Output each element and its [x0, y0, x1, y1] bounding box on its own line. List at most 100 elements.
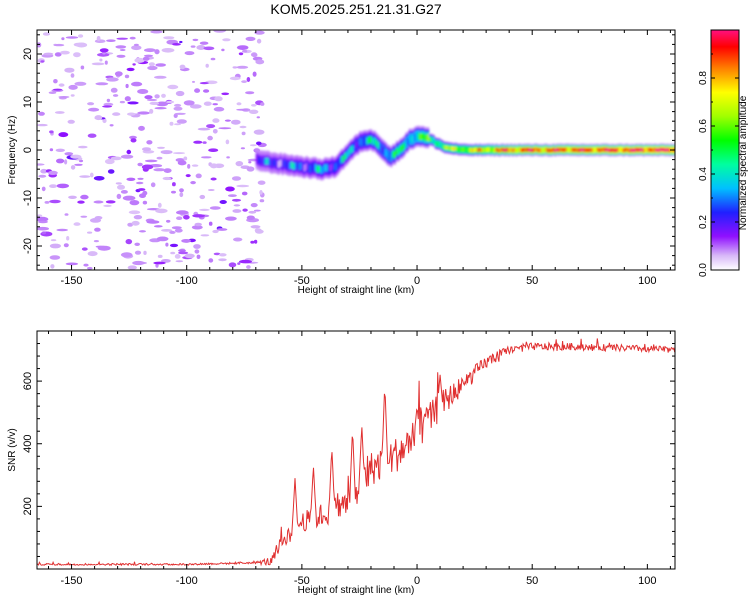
noise-speckle [128, 210, 141, 215]
ridge-cell [294, 162, 297, 170]
noise-speckle [78, 145, 88, 149]
ridge-cell [642, 148, 645, 153]
noise-speckle [213, 252, 221, 256]
ridge-cell [331, 163, 334, 170]
ridge-cell [266, 157, 269, 165]
noise-speckle [109, 124, 114, 127]
noise-speckle [81, 247, 88, 251]
ridge-cell [467, 148, 470, 153]
ridge-cell [270, 160, 273, 167]
noise-speckle [56, 158, 65, 164]
ridge-cell [441, 144, 444, 149]
x-tick-label: -50 [294, 275, 310, 287]
ridge-cell [384, 149, 387, 156]
noise-speckle [183, 215, 190, 220]
noise-speckle [250, 203, 258, 208]
noise-speckle [241, 131, 246, 136]
noise-speckle [122, 195, 136, 201]
noise-speckle [161, 48, 175, 53]
noise-speckle [175, 90, 185, 97]
ridge-cell [644, 147, 647, 152]
noise-speckle [259, 199, 265, 203]
noise-speckle [246, 215, 255, 221]
noise-speckle [169, 230, 176, 234]
noise-speckle [156, 101, 169, 107]
chart-title: KOM5.2025.251.21.31.G27 [270, 1, 441, 17]
noise-speckle [124, 74, 130, 79]
ridge-cell [552, 147, 555, 152]
noise-speckle [218, 258, 227, 262]
ridge-cell [311, 164, 314, 172]
noise-speckle [212, 229, 219, 234]
ridge-cell [510, 147, 513, 152]
noise-speckle [68, 84, 78, 90]
noise-speckle [184, 51, 195, 56]
noise-speckle [153, 261, 166, 265]
ridge-cell [346, 151, 349, 159]
ridge-cell [268, 158, 271, 166]
ridge-cell [486, 147, 489, 152]
noise-speckle [157, 202, 162, 208]
noise-speckle [174, 112, 186, 115]
ridge-cell [438, 142, 441, 146]
ridge-cell [539, 148, 542, 153]
noise-speckle [225, 139, 230, 145]
ridge-cell [491, 147, 494, 152]
noise-speckle [127, 101, 139, 105]
noise-speckle [231, 176, 242, 181]
noise-speckle [50, 239, 57, 242]
noise-speckle [246, 77, 251, 82]
noise-speckle [155, 208, 168, 214]
noise-speckle [73, 222, 81, 226]
noise-speckle [120, 190, 128, 194]
ridge-cell [373, 137, 376, 145]
ridge-cell [473, 148, 476, 153]
noise-speckle [131, 220, 140, 226]
noise-speckle [37, 123, 48, 127]
ridge-cell [434, 141, 437, 146]
noise-speckle [228, 262, 237, 268]
ridge-cell [298, 163, 301, 170]
noise-speckle [64, 213, 69, 216]
noise-speckle [172, 152, 186, 155]
colorbar-tick-label: 0.6 [698, 119, 709, 133]
ridge-cell [652, 148, 655, 153]
noise-speckle [166, 100, 175, 104]
ridge-cell [445, 145, 448, 150]
noise-speckle [106, 98, 111, 103]
noise-speckle [251, 53, 258, 58]
ridge-cell [362, 137, 365, 145]
ridge-cell [318, 165, 321, 173]
noise-speckle [132, 260, 145, 266]
noise-speckle [43, 52, 54, 56]
noise-speckle [179, 192, 184, 198]
noise-speckle [241, 191, 248, 196]
noise-speckle [97, 245, 111, 251]
noise-speckle [144, 95, 153, 100]
noise-speckle [257, 180, 266, 185]
ridge-cell [274, 159, 277, 167]
ridge-cell [602, 147, 605, 152]
noise-speckle [192, 80, 195, 83]
noise-speckle [161, 259, 171, 263]
noise-speckle [49, 148, 54, 152]
ridge-cell [569, 148, 572, 152]
noise-speckle [137, 188, 146, 191]
noise-speckle [208, 148, 219, 152]
noise-speckle [129, 200, 140, 206]
noise-speckle [116, 193, 122, 199]
noise-speckle [238, 52, 244, 56]
noise-speckle [87, 266, 93, 270]
noise-speckle [174, 103, 182, 107]
noise-speckle [163, 36, 175, 40]
noise-speckle [155, 63, 166, 67]
noise-speckle [165, 242, 169, 247]
ridge-cell [502, 148, 505, 152]
noise-speckle [102, 118, 107, 124]
ridge-cell [443, 145, 446, 150]
ridge-cell [406, 138, 409, 146]
noise-speckle [49, 255, 61, 260]
ridge-cell [327, 164, 330, 172]
noise-speckle [120, 154, 134, 159]
